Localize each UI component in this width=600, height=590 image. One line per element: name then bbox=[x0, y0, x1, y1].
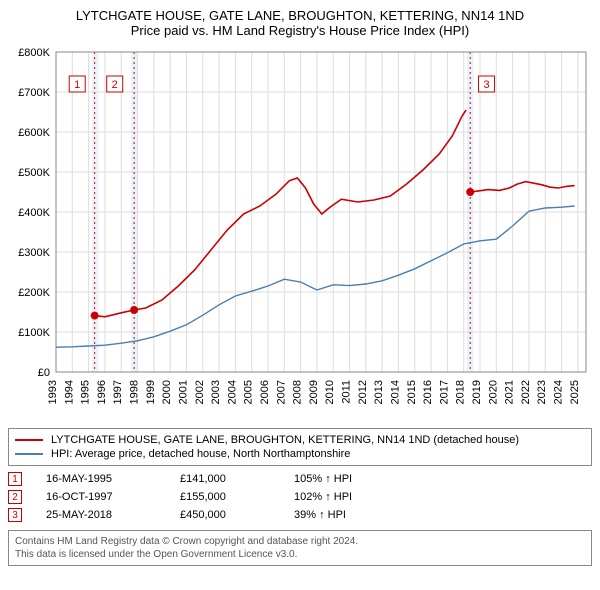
svg-text:2018: 2018 bbox=[455, 380, 467, 404]
chart-title: LYTCHGATE HOUSE, GATE LANE, BROUGHTON, K… bbox=[6, 8, 594, 23]
event-delta: 102% ↑ HPI bbox=[294, 491, 352, 503]
svg-text:2007: 2007 bbox=[275, 380, 287, 404]
svg-text:2005: 2005 bbox=[243, 380, 255, 404]
svg-text:2: 2 bbox=[112, 79, 118, 91]
svg-text:1995: 1995 bbox=[80, 380, 92, 404]
event-marker: 2 bbox=[8, 490, 22, 504]
svg-text:2009: 2009 bbox=[308, 380, 320, 404]
svg-text:2021: 2021 bbox=[504, 380, 516, 404]
event-date: 25-MAY-2018 bbox=[46, 509, 156, 521]
svg-text:£400K: £400K bbox=[18, 207, 50, 219]
svg-text:£700K: £700K bbox=[18, 87, 50, 99]
svg-text:2012: 2012 bbox=[357, 380, 369, 404]
svg-text:2022: 2022 bbox=[520, 380, 532, 404]
svg-text:3: 3 bbox=[483, 79, 489, 91]
svg-text:2025: 2025 bbox=[569, 380, 581, 404]
event-delta: 39% ↑ HPI bbox=[294, 509, 346, 521]
svg-text:£0: £0 bbox=[38, 367, 50, 379]
svg-text:2014: 2014 bbox=[389, 380, 401, 404]
legend-swatch bbox=[15, 439, 43, 441]
svg-text:£200K: £200K bbox=[18, 287, 50, 299]
svg-text:2017: 2017 bbox=[438, 380, 450, 404]
footer-attribution: Contains HM Land Registry data © Crown c… bbox=[8, 530, 592, 566]
event-row: 3 25-MAY-2018 £450,000 39% ↑ HPI bbox=[8, 506, 592, 524]
svg-text:2019: 2019 bbox=[471, 380, 483, 404]
svg-text:1996: 1996 bbox=[96, 380, 108, 404]
svg-text:1998: 1998 bbox=[129, 380, 141, 404]
footer-line: This data is licensed under the Open Gov… bbox=[15, 548, 585, 561]
svg-text:1997: 1997 bbox=[112, 380, 124, 404]
svg-text:2016: 2016 bbox=[422, 380, 434, 404]
svg-text:2002: 2002 bbox=[194, 380, 206, 404]
svg-text:2001: 2001 bbox=[177, 380, 189, 404]
svg-text:2000: 2000 bbox=[161, 380, 173, 404]
legend-label: HPI: Average price, detached house, Nort… bbox=[51, 448, 350, 460]
legend: LYTCHGATE HOUSE, GATE LANE, BROUGHTON, K… bbox=[8, 428, 592, 466]
svg-text:2023: 2023 bbox=[536, 380, 548, 404]
svg-text:£600K: £600K bbox=[18, 127, 50, 139]
legend-row: HPI: Average price, detached house, Nort… bbox=[15, 447, 585, 461]
event-price: £450,000 bbox=[180, 509, 270, 521]
event-row: 2 16-OCT-1997 £155,000 102% ↑ HPI bbox=[8, 488, 592, 506]
svg-text:2006: 2006 bbox=[259, 380, 271, 404]
svg-text:2004: 2004 bbox=[226, 380, 238, 404]
event-row: 1 16-MAY-1995 £141,000 105% ↑ HPI bbox=[8, 470, 592, 488]
svg-text:2020: 2020 bbox=[487, 380, 499, 404]
legend-label: LYTCHGATE HOUSE, GATE LANE, BROUGHTON, K… bbox=[51, 434, 519, 446]
legend-swatch bbox=[15, 453, 43, 455]
svg-text:2013: 2013 bbox=[373, 380, 385, 404]
svg-text:1993: 1993 bbox=[47, 380, 59, 404]
svg-text:£100K: £100K bbox=[18, 327, 50, 339]
svg-text:2003: 2003 bbox=[210, 380, 222, 404]
event-price: £155,000 bbox=[180, 491, 270, 503]
svg-text:2008: 2008 bbox=[292, 380, 304, 404]
event-marker: 1 bbox=[8, 472, 22, 486]
line-chart: £0 £100K £200K £300K £400K £500K £600K £700K £80… bbox=[6, 42, 594, 422]
event-delta: 105% ↑ HPI bbox=[294, 473, 352, 485]
svg-text:1994: 1994 bbox=[63, 380, 75, 404]
svg-text:£800K: £800K bbox=[18, 47, 50, 59]
svg-text:2010: 2010 bbox=[324, 380, 336, 404]
svg-text:£300K: £300K bbox=[18, 247, 50, 259]
chart-container: LYTCHGATE HOUSE, GATE LANE, BROUGHTON, K… bbox=[0, 0, 600, 574]
svg-text:2015: 2015 bbox=[406, 380, 418, 404]
legend-row: LYTCHGATE HOUSE, GATE LANE, BROUGHTON, K… bbox=[15, 433, 585, 447]
svg-text:1999: 1999 bbox=[145, 380, 157, 404]
event-price: £141,000 bbox=[180, 473, 270, 485]
svg-text:1: 1 bbox=[74, 79, 80, 91]
svg-text:2024: 2024 bbox=[553, 380, 565, 404]
footer-line: Contains HM Land Registry data © Crown c… bbox=[15, 535, 585, 548]
event-date: 16-MAY-1995 bbox=[46, 473, 156, 485]
event-date: 16-OCT-1997 bbox=[46, 491, 156, 503]
chart-subtitle: Price paid vs. HM Land Registry's House … bbox=[6, 23, 594, 38]
svg-text:£500K: £500K bbox=[18, 167, 50, 179]
event-list: 1 16-MAY-1995 £141,000 105% ↑ HPI 2 16-OCT-19… bbox=[8, 470, 592, 524]
svg-text:2011: 2011 bbox=[341, 380, 353, 404]
event-marker: 3 bbox=[8, 508, 22, 522]
